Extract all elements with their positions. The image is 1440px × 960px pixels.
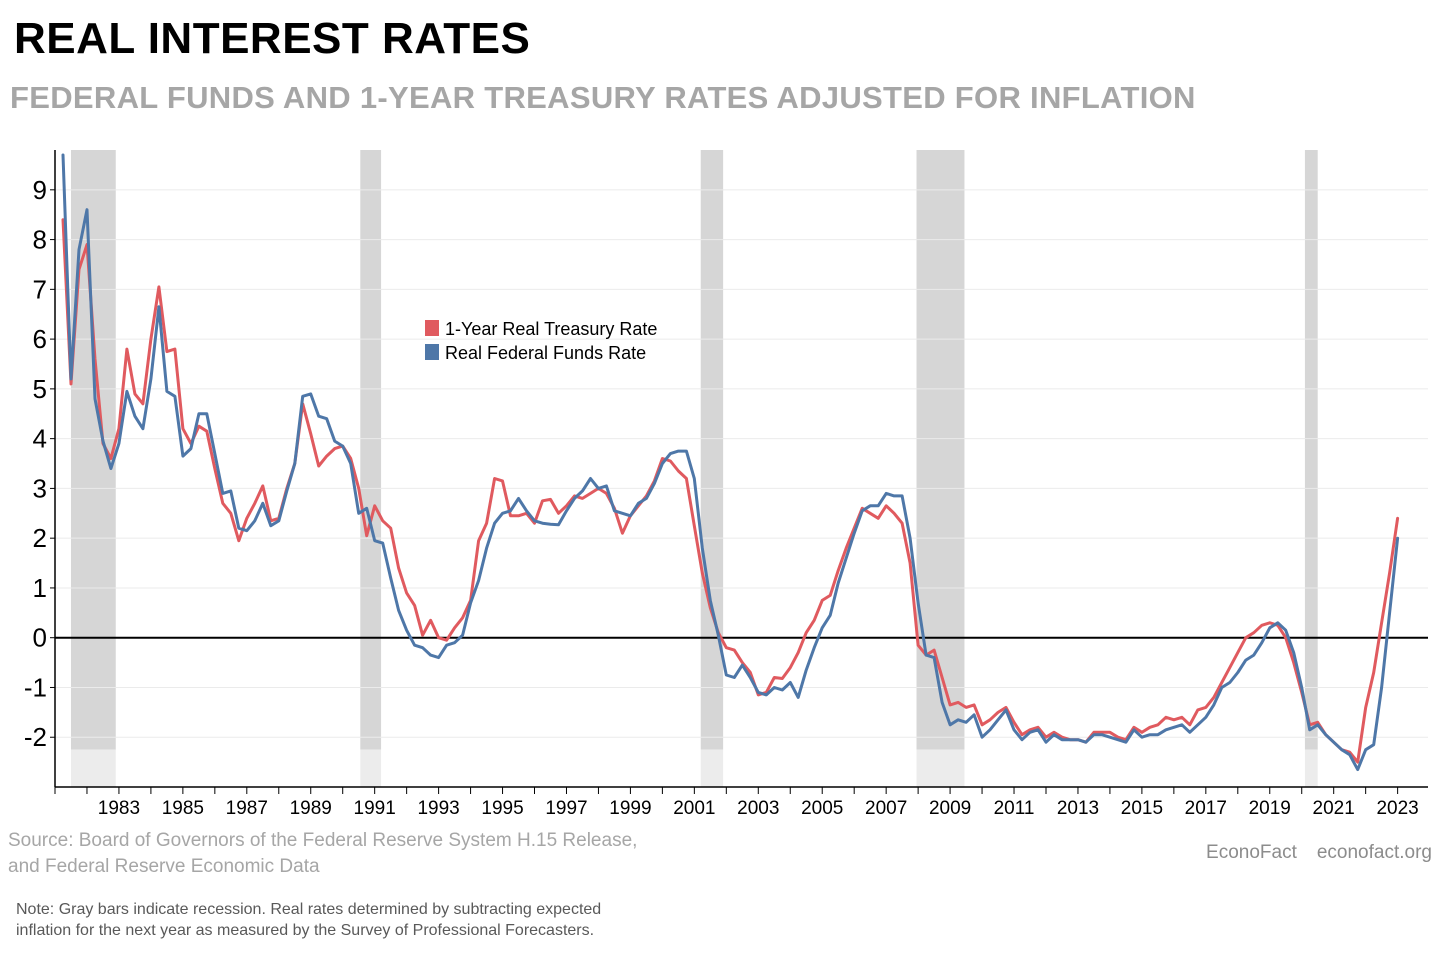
y-tick-label-0: 9 <box>33 175 47 205</box>
brand-website[interactable]: econofact.org <box>1316 842 1432 863</box>
x-tick-label-3: 1989 <box>290 798 332 819</box>
x-tick-label-18: 2019 <box>1249 798 1291 819</box>
recession-bar-lower-2 <box>700 749 724 787</box>
recession-bar-lower-4 <box>1304 749 1318 787</box>
recession-bar-2 <box>700 150 724 750</box>
x-tick-label-9: 2001 <box>673 798 715 819</box>
y-tick-label-1: 8 <box>33 225 47 255</box>
x-tick-label-10: 2003 <box>737 798 779 819</box>
legend-swatch-fedfunds <box>425 344 439 360</box>
series-lines <box>61 153 1400 772</box>
x-tick-label-5: 1993 <box>417 798 459 819</box>
y-tick-label-3: 6 <box>33 324 47 354</box>
legend: 1-Year Real Treasury Rate Real Federal F… <box>425 319 657 363</box>
footnote: Note: Gray bars indicate recession. Real… <box>16 899 601 941</box>
y-tick-label-11: -2 <box>24 722 47 752</box>
recession-bar-lower-0 <box>70 749 116 787</box>
x-tick-label-19: 2021 <box>1313 798 1355 819</box>
x-tick-label-13: 2009 <box>929 798 971 819</box>
recession-bar-1 <box>360 150 382 750</box>
y-tick-label-7: 2 <box>33 523 47 553</box>
y-tick-label-6: 3 <box>33 473 47 503</box>
axes: 9 8 7 6 5 4 3 2 1 0 -1 -2 1983 1985 1987 1989 1991 1993 19… <box>24 150 1428 819</box>
brand-name[interactable]: EconoFact <box>1206 842 1297 863</box>
recession-bar-4 <box>1304 150 1318 750</box>
y-tick-label-4: 5 <box>33 374 47 404</box>
footnote-line-2: inflation for the next year as measured … <box>16 922 595 939</box>
x-tick-label-16: 2015 <box>1121 798 1163 819</box>
x-tick-label-8: 1999 <box>609 798 651 819</box>
x-tick-label-12: 2007 <box>865 798 907 819</box>
chart-title: REAL INTEREST RATES <box>14 14 531 63</box>
x-tick-label-15: 2013 <box>1057 798 1099 819</box>
source-line-1: Source: Board of Governors of the Federa… <box>8 830 638 851</box>
series-line-treasury <box>61 218 1400 764</box>
legend-label-treasury: 1-Year Real Treasury Rate <box>445 319 657 339</box>
recession-bar-lower-1 <box>360 749 382 787</box>
x-tick-label-4: 1991 <box>354 798 396 819</box>
gridlines <box>55 189 1428 738</box>
legend-swatch-treasury <box>425 320 439 336</box>
x-tick-label-6: 1995 <box>481 798 523 819</box>
x-tick-label-7: 1997 <box>545 798 587 819</box>
x-tick-label-11: 2005 <box>801 798 843 819</box>
chart-subtitle: FEDERAL FUNDS AND 1-YEAR TREASURY RATES … <box>10 80 1196 115</box>
x-tick-label-14: 2011 <box>994 798 1035 819</box>
legend-label-fedfunds: Real Federal Funds Rate <box>445 343 646 363</box>
y-tick-label-8: 1 <box>33 573 47 603</box>
x-tick-label-20: 2023 <box>1376 798 1418 819</box>
y-tick-label-10: -1 <box>24 672 47 702</box>
x-tick-label-2: 1987 <box>226 798 268 819</box>
x-tick-label-0: 1983 <box>98 798 140 819</box>
x-tick-label-1: 1985 <box>162 798 204 819</box>
y-tick-label-2: 7 <box>33 274 47 304</box>
source-note: Source: Board of Governors of the Federa… <box>8 828 637 880</box>
source-line-2: and Federal Reserve Economic Data <box>8 856 320 877</box>
x-tick-label-17: 2017 <box>1185 798 1227 819</box>
y-tick-label-5: 4 <box>33 424 47 454</box>
footnote-line-1: Note: Gray bars indicate recession. Real… <box>16 901 602 918</box>
recession-bars <box>70 150 1318 787</box>
series-line-fedfunds <box>61 153 1400 772</box>
y-tick-label-9: 0 <box>33 623 47 653</box>
recession-bar-lower-3 <box>916 749 965 787</box>
branding: EconoFact econofact.org <box>1186 842 1432 864</box>
